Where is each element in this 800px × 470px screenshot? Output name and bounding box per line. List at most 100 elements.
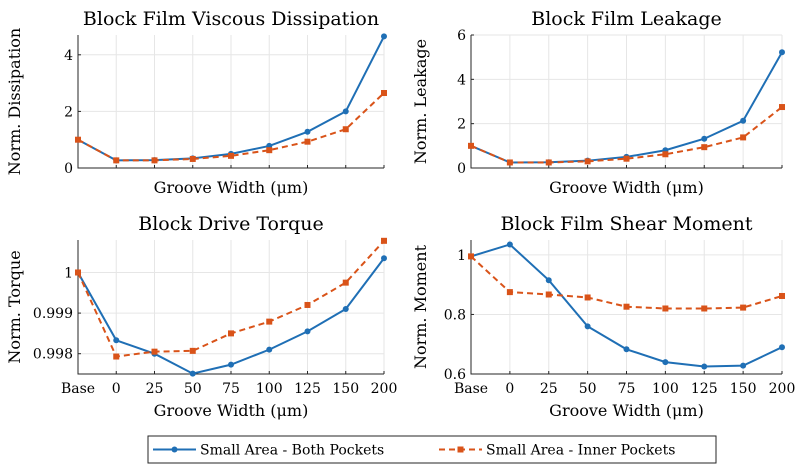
- x-axis-label: Groove Width (μm): [154, 401, 309, 420]
- x-tick-label: Base: [61, 381, 95, 397]
- x-tick-label: 150: [730, 381, 757, 397]
- data-point-both-pockets: [662, 359, 669, 366]
- data-point-inner-pockets: [662, 151, 669, 158]
- y-tick-label: 0: [64, 161, 73, 177]
- data-point-both-pockets: [701, 135, 708, 142]
- legend-marker-both-pockets: [171, 446, 178, 453]
- data-point-both-pockets: [623, 346, 630, 353]
- data-point-inner-pockets: [779, 104, 785, 111]
- data-point-both-pockets: [381, 33, 387, 40]
- chart-title: Block Film Viscous Dissipation: [83, 8, 379, 30]
- data-point-inner-pockets: [701, 305, 708, 312]
- y-tick-label: 0.998: [33, 347, 73, 363]
- data-point-both-pockets: [304, 328, 311, 335]
- legend-label-both-pockets: Small Area - Both Pockets: [200, 443, 384, 459]
- data-point-inner-pockets: [113, 157, 120, 164]
- data-point-inner-pockets: [779, 292, 785, 299]
- data-point-inner-pockets: [584, 294, 591, 301]
- x-tick-label: 125: [691, 381, 718, 397]
- legend-marker-inner-pockets: [457, 446, 464, 453]
- y-tick-label: 0.8: [444, 307, 466, 323]
- data-point-both-pockets: [740, 117, 747, 124]
- data-point-inner-pockets: [545, 291, 552, 298]
- chart-4: 0.6 0.8 1 Base 0 25 50 75 100 125 150 200 Block Film…: [411, 213, 795, 420]
- data-point-both-pockets: [189, 370, 196, 377]
- data-point-inner-pockets: [113, 353, 120, 360]
- y-tick-label: 1: [457, 248, 466, 264]
- x-tick-label: 25: [146, 381, 164, 397]
- data-point-inner-pockets: [662, 305, 669, 312]
- x-tick-label: 0: [112, 381, 121, 397]
- data-point-both-pockets: [381, 255, 387, 262]
- y-tick-label: 2: [457, 117, 466, 133]
- x-tick-label: Base: [454, 381, 488, 397]
- x-axis-label: Groove Width (μm): [549, 401, 704, 420]
- x-tick-label: 25: [540, 381, 558, 397]
- data-point-inner-pockets: [506, 289, 513, 296]
- x-tick-label: 125: [294, 381, 321, 397]
- data-point-inner-pockets: [468, 253, 474, 260]
- series-line-inner-pockets: [470, 106, 783, 164]
- data-point-both-pockets: [506, 241, 513, 248]
- y-tick-label: 0.999: [33, 306, 73, 322]
- data-point-both-pockets: [342, 108, 349, 115]
- data-point-inner-pockets: [381, 237, 387, 244]
- data-point-both-pockets: [584, 323, 591, 330]
- x-tick-label: 75: [222, 381, 240, 397]
- x-tick-label: 100: [256, 381, 283, 397]
- x-tick-label: 200: [769, 381, 796, 397]
- chart-title: Block Film Leakage: [531, 8, 722, 30]
- y-tick-label: 4: [457, 72, 466, 88]
- y-axis-label: Norm. Torque: [5, 250, 24, 363]
- data-point-inner-pockets: [151, 348, 158, 355]
- data-point-inner-pockets: [75, 269, 81, 276]
- y-tick-label: 0.6: [444, 367, 466, 383]
- data-point-inner-pockets: [228, 152, 234, 159]
- data-point-both-pockets: [545, 277, 552, 284]
- x-tick-label: 50: [579, 381, 597, 397]
- data-point-inner-pockets: [266, 318, 273, 325]
- data-point-both-pockets: [266, 346, 273, 353]
- y-tick-label: 6: [457, 28, 466, 44]
- data-point-inner-pockets: [228, 330, 234, 337]
- data-point-inner-pockets: [304, 138, 311, 145]
- data-point-both-pockets: [228, 361, 234, 368]
- x-tick-label: 100: [652, 381, 679, 397]
- data-point-inner-pockets: [468, 142, 474, 149]
- y-tick-label: 0: [457, 161, 466, 177]
- x-tick-label: 200: [371, 381, 398, 397]
- data-point-inner-pockets: [75, 136, 81, 143]
- data-point-both-pockets: [342, 306, 349, 313]
- data-point-inner-pockets: [381, 90, 387, 97]
- y-axis-label: Norm. Leakage: [411, 39, 430, 164]
- y-tick-label: 4: [64, 48, 73, 64]
- data-point-inner-pockets: [623, 155, 630, 162]
- chart-title: Block Film Shear Moment: [500, 213, 752, 235]
- y-tick-label: 1: [64, 265, 73, 281]
- x-tick-label: 0: [505, 381, 514, 397]
- data-point-inner-pockets: [740, 134, 747, 141]
- data-point-both-pockets: [779, 49, 785, 56]
- y-axis-label: Norm. Dissipation: [5, 28, 24, 175]
- legend-box: [147, 435, 717, 464]
- series-line-inner-pockets: [77, 92, 385, 162]
- data-point-inner-pockets: [740, 304, 747, 311]
- data-point-inner-pockets: [189, 347, 196, 354]
- chart-1: 0 2 4 Block Film Viscous Dissipation Groove …: [5, 8, 387, 197]
- data-point-inner-pockets: [342, 279, 349, 286]
- data-point-inner-pockets: [545, 159, 552, 166]
- data-point-inner-pockets: [189, 155, 196, 162]
- x-axis-label: Groove Width (μm): [154, 178, 309, 197]
- data-point-both-pockets: [701, 363, 708, 370]
- x-axis-label: Groove Width (μm): [549, 178, 704, 197]
- data-point-inner-pockets: [266, 147, 273, 154]
- y-tick-label: 2: [64, 104, 73, 120]
- subplots: 0 2 4 Block Film Viscous Dissipation Groove …: [5, 8, 795, 420]
- legend: Small Area - Both Pockets Small Area - I…: [147, 435, 717, 464]
- chart-3: 0.998 0.999 1 Base 0 25 50 75 100 125 150 200 Block …: [5, 213, 397, 420]
- data-point-inner-pockets: [304, 301, 311, 308]
- data-point-both-pockets: [740, 362, 747, 369]
- data-point-inner-pockets: [701, 144, 708, 151]
- x-tick-label: 150: [332, 381, 359, 397]
